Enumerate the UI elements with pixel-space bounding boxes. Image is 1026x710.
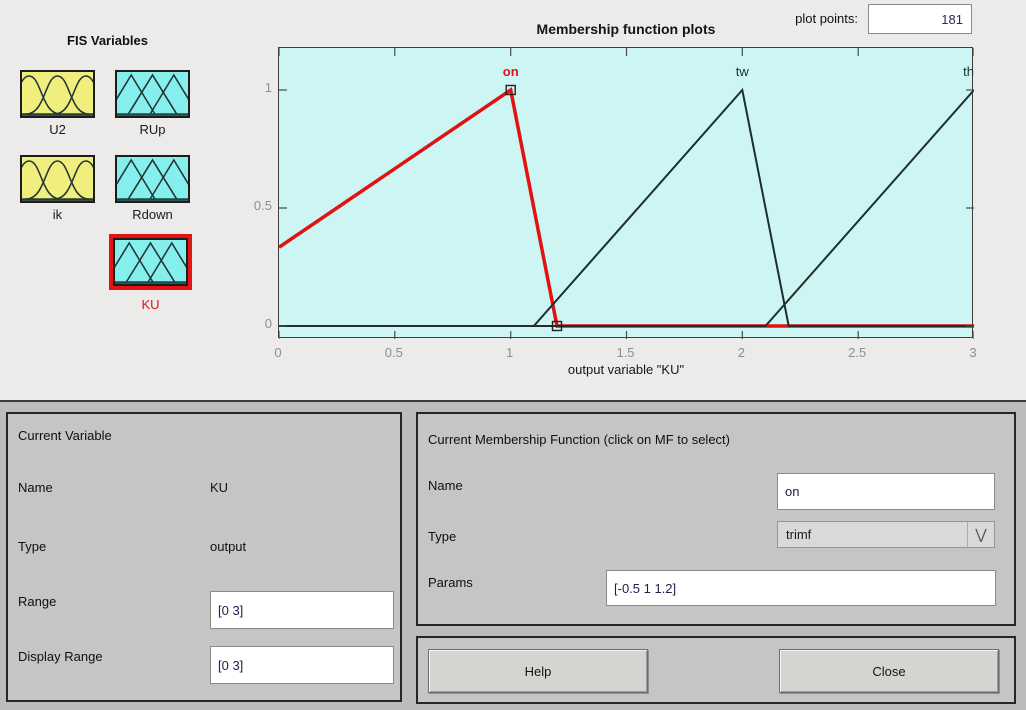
variable-name-label: Name <box>18 480 53 495</box>
variable-type-label: Type <box>18 539 47 554</box>
mf-type-value: trimf <box>786 527 812 542</box>
chevron-down-icon: ⋁ <box>967 522 994 547</box>
fis-variable-label: RUp <box>139 122 166 137</box>
y-tick-label: 1 <box>264 80 272 95</box>
gauss-mf-icon <box>22 75 93 116</box>
mf-label-th[interactable]: th <box>963 64 974 79</box>
variable-type-value: output <box>210 539 247 554</box>
fis-variable-label: ik <box>52 207 63 222</box>
x-tick-label: 2.5 <box>848 345 867 360</box>
variable-name-value: KU <box>210 480 229 495</box>
fis-variable-rdown[interactable] <box>115 155 190 203</box>
mf-label-tw[interactable]: tw <box>736 64 750 79</box>
help-button[interactable]: Help <box>428 649 648 693</box>
mf-type-dropdown[interactable]: trimf ⋁ <box>777 521 995 548</box>
mf-plot-area[interactable]: on tw th <box>278 47 974 339</box>
x-tick-label: 1.5 <box>616 345 635 360</box>
mf-label-on[interactable]: on <box>503 64 519 79</box>
buttons-panel: Help Close <box>416 636 1016 704</box>
fis-variable-label: Rdown <box>132 207 173 222</box>
mf-curve-th[interactable] <box>279 89 974 327</box>
x-tick-label: 2 <box>737 345 745 360</box>
plot-title: Membership function plots <box>536 21 716 37</box>
fis-variable-ku-selected[interactable] <box>109 234 192 290</box>
y-tick-label: 0.5 <box>253 198 272 213</box>
mf-type-label: Type <box>428 529 457 544</box>
fis-variable-u2[interactable] <box>20 70 95 118</box>
current-mf-panel: Current Membership Function (click on MF… <box>416 412 1016 626</box>
fis-variable-label: U2 <box>49 122 66 137</box>
range-input[interactable] <box>210 591 394 629</box>
plot-points-input[interactable] <box>868 4 972 34</box>
fis-variable-ku-box <box>113 238 188 286</box>
plot-points-label: plot points: <box>795 11 858 26</box>
gauss-mf-icon <box>22 160 93 201</box>
x-tick-label: 0.5 <box>384 345 403 360</box>
range-label: Range <box>18 594 57 609</box>
current-variable-title: Current Variable <box>18 428 112 443</box>
close-button[interactable]: Close <box>779 649 999 693</box>
mf-name-label: Name <box>428 478 463 493</box>
triangle-mf-icon <box>117 158 188 201</box>
triangle-mf-icon <box>117 73 188 116</box>
mf-params-input[interactable] <box>606 570 996 606</box>
y-tick-label: 0 <box>264 316 272 331</box>
x-tick-label: 1 <box>506 345 514 360</box>
x-tick-label: 0 <box>274 345 282 360</box>
display-range-input[interactable] <box>210 646 394 684</box>
mf-name-input[interactable] <box>777 473 995 510</box>
mf-selection-handle[interactable] <box>505 84 516 96</box>
x-tick-label: 3 <box>969 345 977 360</box>
triangle-mf-icon <box>115 241 186 284</box>
fis-variable-rup[interactable] <box>115 70 190 118</box>
current-variable-panel: Current Variable Name KU Type output Ran… <box>6 412 402 702</box>
x-axis-label: output variable "KU" <box>567 362 685 377</box>
section-divider <box>0 400 1026 402</box>
fis-variable-ik[interactable] <box>20 155 95 203</box>
mf-selection-handle[interactable] <box>551 320 563 332</box>
fis-variable-label: KU <box>141 297 160 312</box>
display-range-label: Display Range <box>18 649 103 664</box>
fis-variables-title: FIS Variables <box>67 33 148 48</box>
mf-params-label: Params <box>428 575 473 590</box>
current-mf-title: Current Membership Function (click on MF… <box>428 432 730 447</box>
